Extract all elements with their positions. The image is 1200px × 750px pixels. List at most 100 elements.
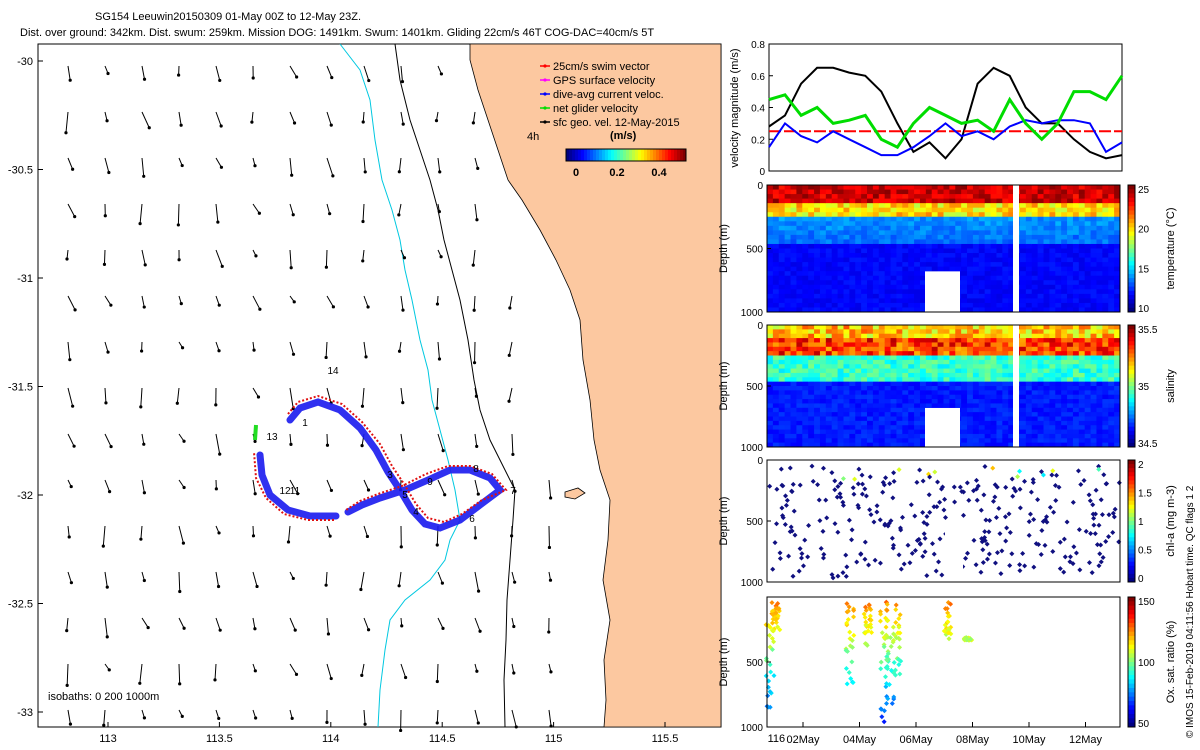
heat-cell [796, 253, 803, 259]
heat-cell [1102, 293, 1109, 299]
current-arrowhead [147, 126, 151, 130]
heat-cell [1031, 266, 1039, 272]
header-line1: SG154 Leeuwin20150309 01-May 00Z to 12-M… [95, 11, 361, 23]
heat-cell [949, 372, 956, 378]
heat-cell [772, 425, 780, 431]
heat-cell [1090, 325, 1097, 330]
heat-cell [972, 325, 980, 330]
heat-cell [837, 307, 844, 313]
heat-cell [978, 403, 986, 409]
current-arrowhead [101, 544, 105, 548]
heat-cell [919, 194, 927, 200]
heat-cell [1090, 280, 1097, 286]
heat-cell [867, 429, 874, 435]
chl-point [1002, 514, 1008, 520]
heat-cell [914, 416, 921, 422]
heat-cell [1108, 275, 1115, 281]
heat-cell [1108, 438, 1115, 444]
heat-cell [890, 198, 897, 204]
heat-cell [1037, 429, 1045, 435]
heat-cell [825, 381, 833, 387]
heat-cell [808, 390, 815, 396]
heat-cell [902, 364, 909, 370]
heat-cell [772, 248, 780, 254]
current-arrowhead [218, 628, 222, 632]
heat-cell [796, 420, 803, 426]
heat-cell [1114, 351, 1121, 356]
heat-cell [1043, 266, 1050, 272]
heat-cell [884, 253, 892, 259]
heat-cell [896, 394, 903, 400]
heat-cell [902, 230, 909, 236]
heat-cell [796, 372, 803, 378]
chl-point [1111, 514, 1117, 520]
heat-cell [1084, 257, 1092, 263]
heat-cell [1002, 239, 1009, 245]
heat-cell [984, 364, 992, 370]
heat-cell [767, 302, 774, 308]
heat-cell [825, 329, 833, 335]
heat-cell [914, 203, 921, 209]
heat-cell [1049, 207, 1056, 213]
heat-cell [1061, 407, 1068, 413]
side-colorbar-cell [1128, 269, 1135, 275]
heat-cell [1067, 284, 1074, 290]
heat-cell [1049, 333, 1056, 339]
chl-point [1031, 564, 1037, 570]
chl-point [1031, 516, 1037, 522]
heat-cell [984, 372, 992, 378]
heat-cell [1072, 257, 1080, 263]
heat-cell [1096, 271, 1103, 277]
heat-cell [896, 364, 903, 370]
side-colorbar-cell [1128, 545, 1135, 550]
ox-point [769, 600, 775, 606]
heat-cell [772, 368, 780, 374]
current-arrow [511, 709, 517, 728]
current-arrow [178, 617, 185, 629]
current-arrow [178, 525, 184, 544]
chl-point [980, 559, 986, 565]
heat-cell [990, 284, 997, 290]
heat-cell [796, 381, 803, 387]
heat-cell [967, 329, 974, 335]
heat-cell [1008, 390, 1015, 396]
ox-point [851, 608, 857, 614]
heat-cell [855, 271, 862, 277]
heat-cell [990, 407, 997, 413]
heat-cell [1037, 346, 1045, 352]
heat-cell [955, 394, 962, 400]
heat-cell [1008, 284, 1015, 290]
heat-cell [872, 289, 880, 295]
current-arrowhead [253, 439, 257, 444]
current-arrowhead [213, 678, 217, 682]
heat-cell [784, 289, 792, 295]
heat-cell [896, 248, 903, 254]
heat-cell [955, 386, 962, 391]
heat-cell [972, 298, 980, 304]
current-arrow [103, 249, 106, 265]
heat-cell [1055, 212, 1062, 218]
heat-cell [914, 342, 921, 348]
heat-cell [878, 403, 886, 409]
chl-point [802, 537, 808, 543]
heat-cell [772, 407, 780, 413]
heat-cell [1031, 253, 1039, 259]
heat-cell [808, 368, 815, 374]
heat-cell [1078, 416, 1086, 422]
heat-cell [878, 239, 886, 245]
heat-cell [884, 284, 892, 290]
heat-cell [896, 390, 903, 396]
side-colorbar-cell [1128, 516, 1135, 522]
heat-cell [972, 284, 980, 290]
heat-cell [843, 381, 850, 387]
current-arrowhead [400, 624, 404, 628]
current-arrowhead [434, 118, 439, 123]
heat-cell [1078, 275, 1086, 281]
heat-cell [1031, 338, 1039, 343]
heat-cell [855, 433, 862, 439]
legend-label: net glider velocity [553, 103, 638, 115]
heat-cell [967, 262, 974, 268]
heat-cell [802, 293, 809, 299]
heat-cell [1108, 394, 1115, 400]
heat-cell [1002, 433, 1009, 439]
